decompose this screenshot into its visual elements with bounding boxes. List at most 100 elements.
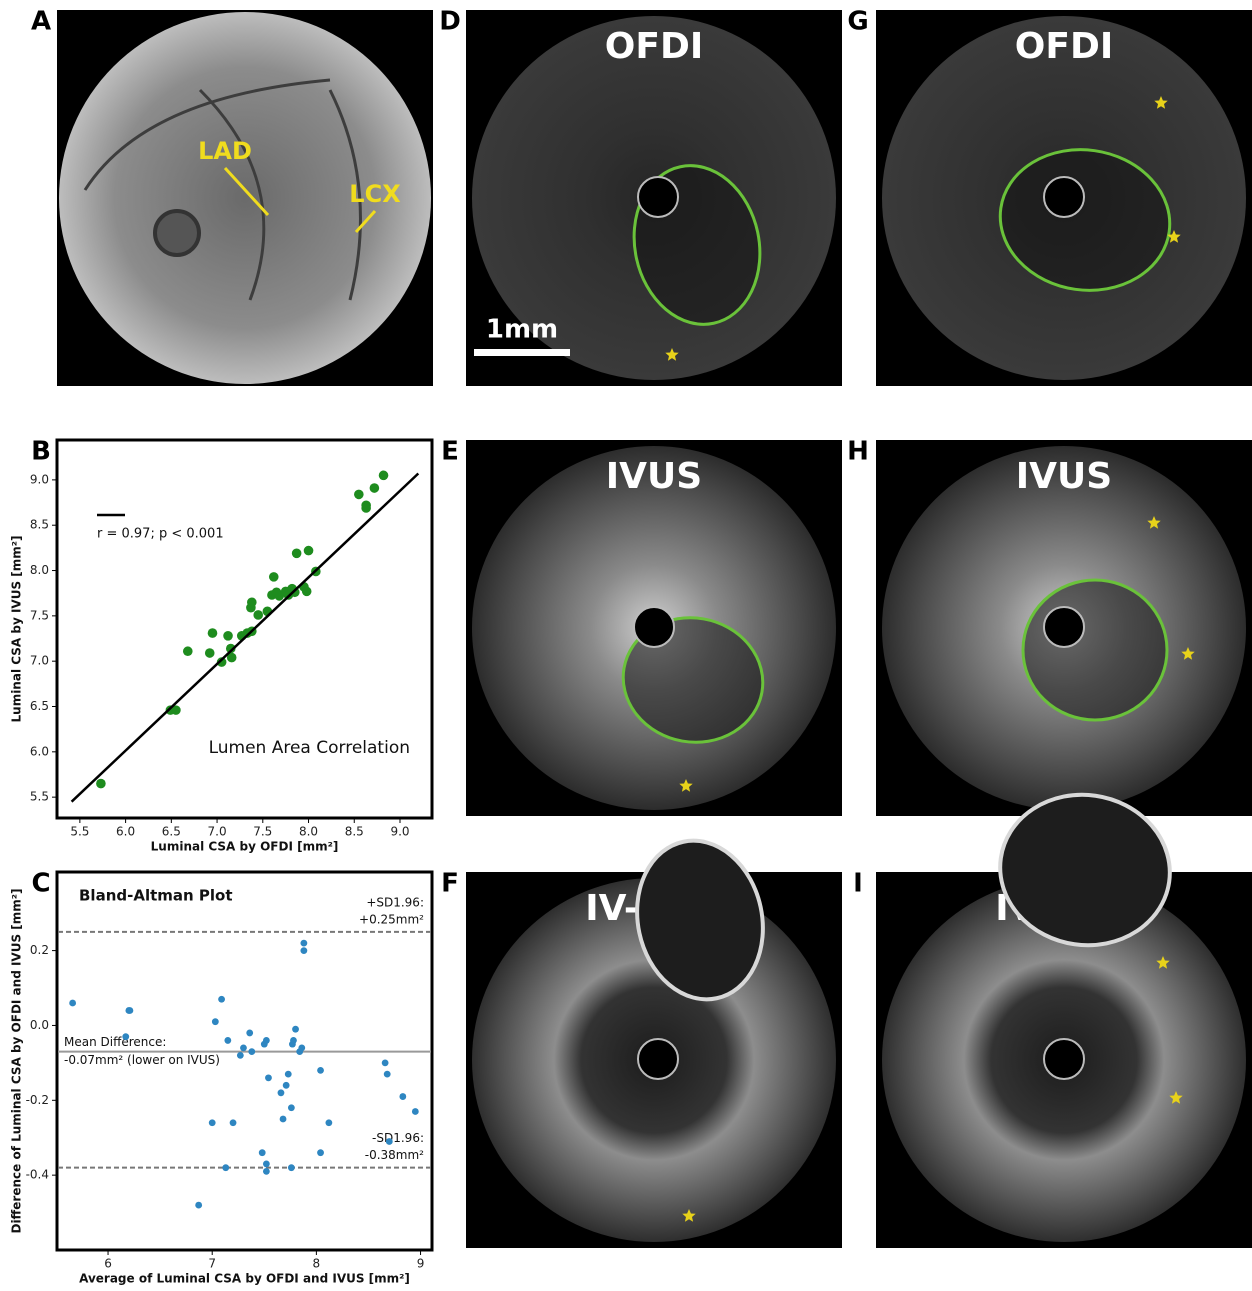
- data-point: [263, 1168, 270, 1175]
- data-point: [386, 1138, 393, 1145]
- data-point: [195, 1202, 202, 1209]
- legend-label: r = 0.97; p < 0.001: [97, 527, 224, 542]
- y-tick-label: 7.5: [30, 608, 49, 622]
- x-tick-label: 9.0: [390, 825, 409, 839]
- data-point: [384, 1071, 391, 1078]
- data-point: [253, 610, 263, 620]
- y-tick-label: 8.0: [30, 563, 49, 577]
- data-point: [399, 1093, 406, 1100]
- data-point: [292, 1026, 299, 1033]
- image-label: LAD: [198, 137, 252, 165]
- x-tick-label: 7.0: [208, 825, 227, 839]
- data-point: [304, 546, 314, 556]
- data-point: [283, 1082, 290, 1089]
- data-point: [263, 1037, 270, 1044]
- data-point: [205, 648, 215, 658]
- x-tick-label: 7.5: [253, 825, 272, 839]
- data-point: [354, 490, 364, 500]
- y-tick-label: 6.5: [30, 699, 49, 713]
- data-point: [298, 1045, 305, 1052]
- image-title: OFDI: [1015, 26, 1113, 67]
- x-tick-label: 6.5: [162, 825, 181, 839]
- reference-label: +SD1.96:: [366, 895, 424, 909]
- data-point: [317, 1067, 324, 1074]
- scale-bar: [474, 349, 570, 356]
- data-point: [285, 1071, 292, 1078]
- data-point: [292, 549, 302, 559]
- catheter: [1044, 607, 1084, 647]
- data-point: [224, 1037, 231, 1044]
- reference-label: +0.25mm²: [359, 912, 424, 926]
- reference-label: Mean Difference:: [64, 1035, 166, 1049]
- y-tick-label: 0.0: [30, 1018, 49, 1032]
- data-point: [122, 1033, 129, 1040]
- data-point: [382, 1059, 389, 1066]
- y-tick-label: -0.2: [26, 1093, 49, 1107]
- x-axis-label: Luminal CSA by OFDI [mm²]: [151, 840, 339, 854]
- panel-label: H: [847, 437, 869, 467]
- x-tick-label: 5.5: [70, 825, 89, 839]
- data-point: [370, 483, 380, 493]
- data-point: [222, 1164, 229, 1171]
- image-title: IVUS: [606, 456, 702, 497]
- y-tick-label: 5.5: [30, 790, 49, 804]
- device: [155, 211, 199, 255]
- data-point: [300, 940, 307, 947]
- data-point: [278, 1089, 285, 1096]
- y-tick-label: 6.0: [30, 744, 49, 758]
- x-tick-label: 6.0: [116, 825, 135, 839]
- data-point: [379, 471, 389, 481]
- reference-label: -0.38mm²: [365, 1148, 424, 1162]
- data-point: [247, 597, 257, 607]
- data-point: [265, 1074, 272, 1081]
- panel-label: A: [31, 7, 51, 37]
- lumen-contour: [1023, 580, 1167, 720]
- data-point: [127, 1007, 134, 1014]
- figure: LADLCXOFDI1mmIVUSIV-HSVOFDIIVUSIV-HSVABC…: [0, 0, 1252, 1287]
- y-tick-label: -0.4: [26, 1168, 49, 1182]
- data-point: [259, 1149, 266, 1156]
- catheter: [1044, 177, 1084, 217]
- y-axis-label: Difference of Luminal CSA by OFDI and IV…: [10, 888, 24, 1233]
- x-tick-label: 9: [417, 1257, 425, 1271]
- x-tick-label: 6: [104, 1257, 112, 1271]
- catheter: [638, 1039, 678, 1079]
- data-point: [269, 572, 279, 582]
- data-point: [248, 1048, 255, 1055]
- y-axis-label: Luminal CSA by IVUS [mm²]: [10, 535, 24, 722]
- data-point: [212, 1018, 219, 1025]
- data-point: [288, 1104, 295, 1111]
- x-tick-label: 8.0: [299, 825, 318, 839]
- panel-label: B: [31, 437, 51, 467]
- y-tick-label: 9.0: [30, 472, 49, 486]
- data-point: [183, 646, 193, 656]
- panel-label: F: [441, 869, 459, 899]
- data-point: [240, 1045, 247, 1052]
- catheter: [1044, 1039, 1084, 1079]
- annotation: Bland-Altman Plot: [79, 887, 233, 905]
- data-point: [96, 779, 106, 789]
- panel-label: E: [441, 437, 459, 467]
- data-point: [290, 1037, 297, 1044]
- data-point: [325, 1119, 332, 1126]
- panel-label: C: [31, 869, 50, 899]
- image-title: OFDI: [605, 26, 703, 67]
- data-point: [246, 1030, 253, 1037]
- catheter: [638, 177, 678, 217]
- data-point: [288, 1164, 295, 1171]
- reference-label: -SD1.96:: [372, 1131, 424, 1145]
- data-point: [230, 1119, 237, 1126]
- data-point: [317, 1149, 324, 1156]
- reference-label: -0.07mm² (lower on IVUS): [64, 1053, 220, 1067]
- catheter: [634, 607, 674, 647]
- y-tick-label: 0.2: [30, 943, 49, 957]
- x-tick-label: 7: [208, 1257, 216, 1271]
- data-point: [237, 1052, 244, 1059]
- panel-label: G: [847, 7, 868, 37]
- y-tick-label: 7.0: [30, 654, 49, 668]
- data-point: [302, 587, 312, 597]
- data-point: [300, 947, 307, 954]
- data-point: [361, 503, 371, 513]
- panel-label: D: [439, 7, 461, 37]
- data-point: [280, 1116, 287, 1123]
